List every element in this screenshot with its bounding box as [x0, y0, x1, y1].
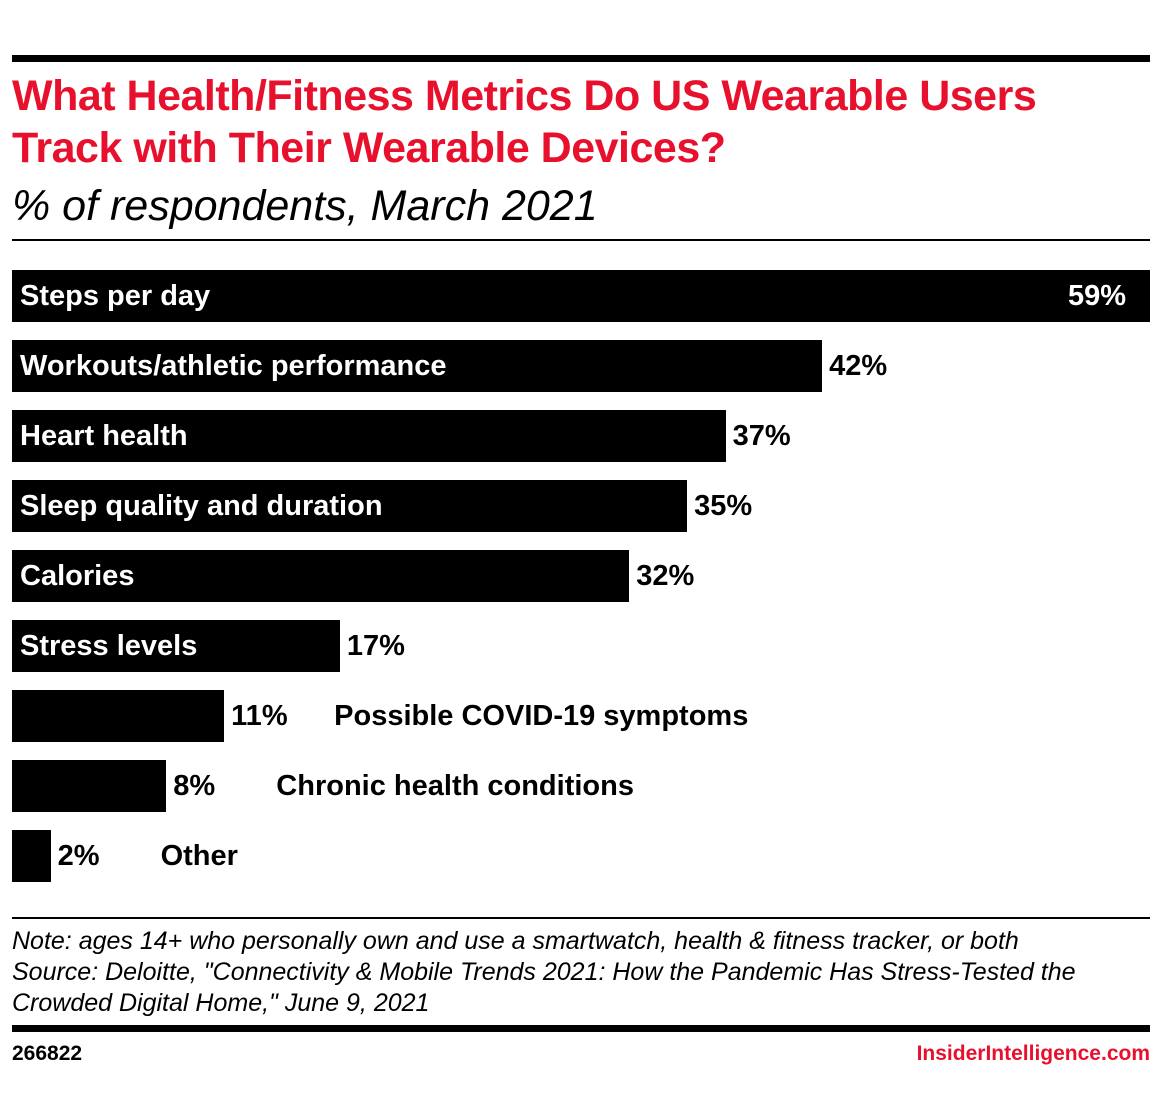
category-label: Other: [160, 840, 238, 872]
category-label: Calories: [20, 560, 135, 592]
note-text: Note: ages 14+ who personally own and us…: [12, 927, 1019, 955]
divider: [12, 239, 1150, 241]
bottom-rule: [12, 1025, 1150, 1032]
brand-link[interactable]: InsiderIntelligence.com: [916, 1042, 1150, 1065]
value-label: 42%: [829, 350, 888, 382]
value-label: 32%: [636, 560, 695, 592]
category-label: Workouts/athletic performance: [20, 350, 447, 382]
bar: [12, 270, 1150, 322]
value-label: 35%: [694, 490, 753, 522]
divider: [12, 917, 1150, 919]
value-label: 37%: [732, 420, 791, 452]
category-label: Sleep quality and duration: [20, 490, 383, 522]
bar: [12, 620, 340, 672]
category-label: Stress levels: [20, 630, 198, 662]
notes: Note: ages 14+ who personally own and us…: [12, 926, 1152, 1019]
chart-id: 266822: [12, 1042, 83, 1065]
bar: [12, 550, 630, 602]
value-label: 59%: [1068, 280, 1127, 312]
category-label: Possible COVID-19 symptoms: [334, 700, 749, 732]
chart-subtitle: % of respondents, March 2021: [12, 182, 598, 230]
bar: [12, 830, 51, 882]
top-rule: [12, 55, 1150, 62]
bar: [12, 690, 225, 742]
value-label: 17%: [346, 630, 405, 662]
bar: [12, 410, 726, 462]
bar: [12, 760, 167, 812]
value-label: 8%: [173, 770, 216, 802]
category-label: Chronic health conditions: [276, 770, 634, 802]
source-text: Source: Deloitte, "Connectivity & Mobile…: [12, 958, 1076, 1017]
bar: [12, 340, 823, 392]
category-label: Steps per day: [20, 280, 211, 312]
bar: [12, 480, 688, 532]
chart-title: What Health/Fitness Metrics Do US Wearab…: [12, 72, 1037, 172]
category-label: Heart health: [20, 420, 188, 452]
value-label: 2%: [57, 840, 100, 872]
value-label: 11%: [231, 700, 288, 732]
